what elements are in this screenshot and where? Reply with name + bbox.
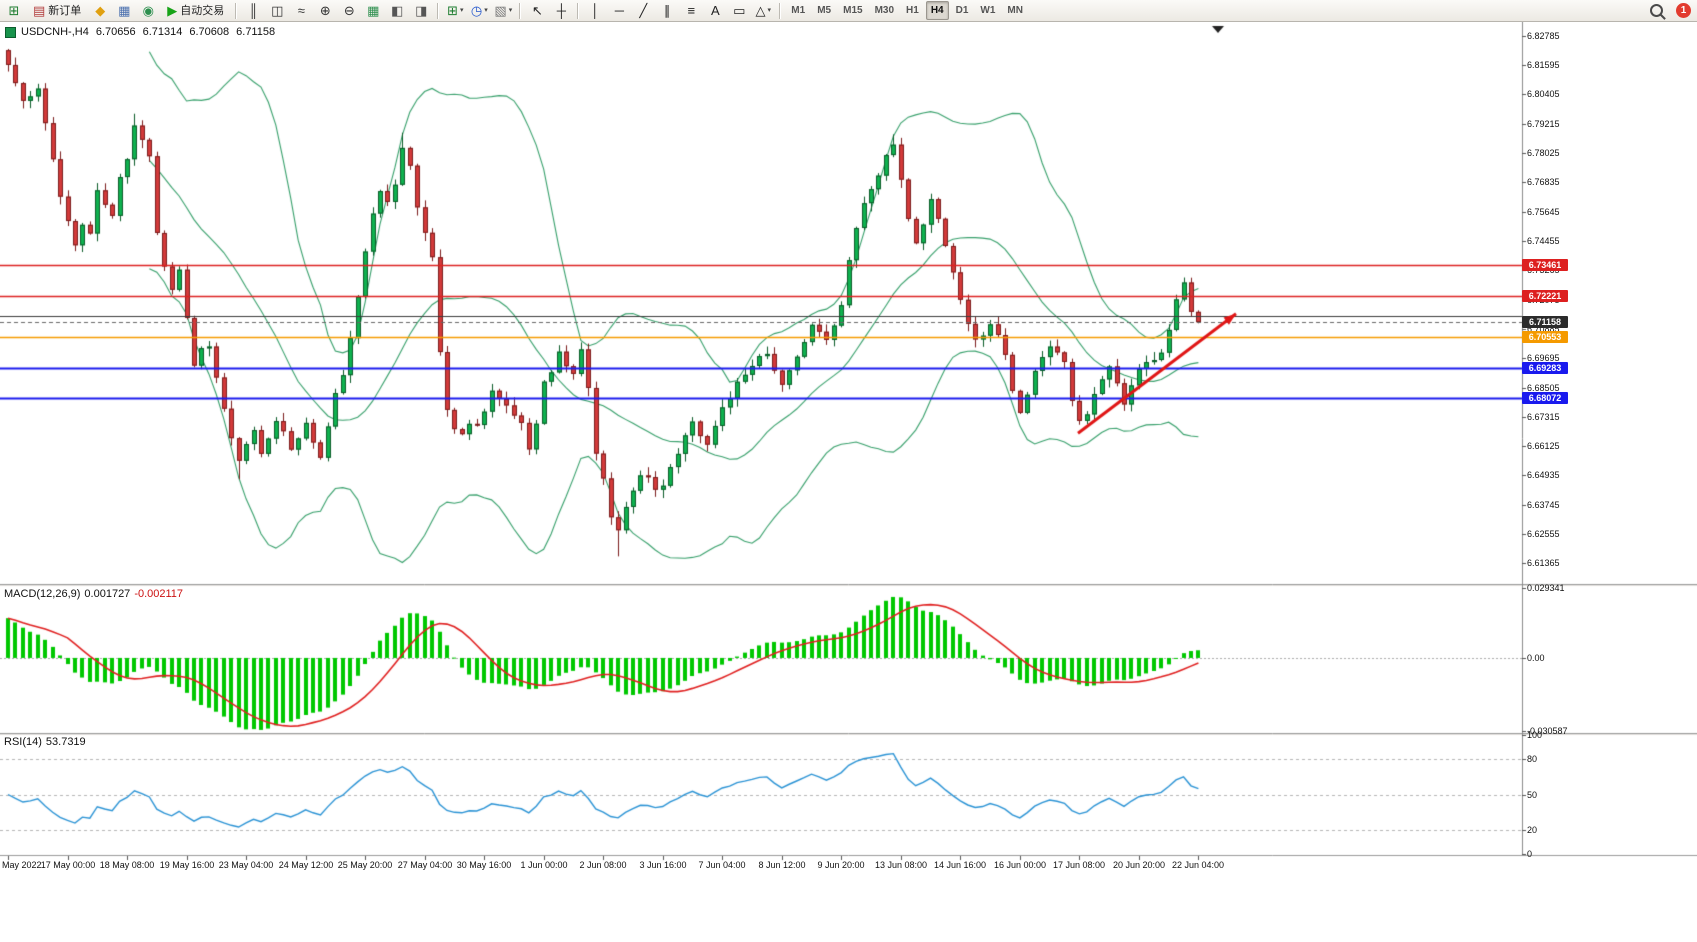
dropdown-arrow-icon: ▾ <box>767 6 772 14</box>
fibonacci-icon-glyph: ≡ <box>687 2 696 18</box>
fibonacci-icon[interactable]: ≡ <box>680 1 702 21</box>
timeframe-m1[interactable]: M1 <box>791 5 806 16</box>
search-icon[interactable] <box>1645 1 1667 21</box>
arrange-windows-icon[interactable]: ◧ <box>386 1 408 21</box>
trendline-icon[interactable]: ╱ <box>632 1 654 21</box>
shapes-dropdown[interactable]: △ ▾ <box>752 1 774 21</box>
tile-windows-icon[interactable]: ▦ <box>362 1 384 21</box>
new-order-button-glyph: ▤ <box>33 2 46 18</box>
charts-window-icon-glyph: ▦ <box>118 2 131 18</box>
chart-canvas[interactable] <box>0 22 1697 942</box>
timeframe-d1[interactable]: D1 <box>955 5 969 16</box>
period-dropdown-glyph: ◷ <box>470 2 483 18</box>
timeframe-m30[interactable]: M30 <box>874 5 895 16</box>
chart-candles-icon-glyph: ◫ <box>271 2 284 18</box>
toolbar-separator <box>235 2 238 19</box>
timeframe-w1[interactable]: W1 <box>980 5 996 16</box>
tile-windows-icon-glyph: ▦ <box>367 2 380 18</box>
crosshair-icon-glyph: ┼ <box>556 2 566 18</box>
timeframe-m15[interactable]: M15 <box>843 5 863 16</box>
text-icon[interactable]: A <box>704 1 726 21</box>
label-icon[interactable]: ▭ <box>728 1 750 21</box>
new-chart-dropdown-glyph: ⊞ <box>447 2 458 18</box>
toolbar: ⊞ ▤ 新订单 ◆ ▦ ◉ ▶ 自动交易 ║ ◫ ≈ ⊕ ⊖ ▦ ◧ ◨ ⊞ ▾ ◷ ▾ ▧ ▾ ↖ ┼ │ ─ ╱ ∥ ≡ A ▭ △ ▾ M1… <box>0 0 1697 22</box>
autotrading-button-glyph: ▶ <box>167 2 178 18</box>
template-dropdown-glyph: ▧ <box>494 2 507 18</box>
dropdown-arrow-icon: ▾ <box>484 6 488 14</box>
chart-line-icon-glyph: ≈ <box>297 2 305 18</box>
data-window-icon-glyph: ◉ <box>142 2 154 18</box>
label-icon-glyph: ▭ <box>733 2 746 18</box>
charts-window-icon[interactable]: ▦ <box>113 1 135 21</box>
toolbar-separator <box>779 2 782 19</box>
market-icon[interactable]: ◆ <box>89 1 111 21</box>
new-chart-icon-glyph: ⊞ <box>8 2 20 18</box>
notification-badge[interactable]: 1 <box>1676 3 1691 18</box>
toolbar-separator <box>437 2 440 19</box>
template-dropdown[interactable]: ▧ ▾ <box>492 1 514 21</box>
crosshair-icon[interactable]: ┼ <box>550 1 572 21</box>
chart-window: USDCNH-,H4 6.70656 6.71314 6.70608 6.711… <box>0 22 1697 942</box>
autotrading-button[interactable]: ▶ 自动交易 <box>161 1 230 21</box>
horizontal-line-icon[interactable]: ─ <box>608 1 630 21</box>
toolbar-separator <box>577 2 580 19</box>
zoom-in-icon[interactable]: ⊕ <box>314 1 336 21</box>
magnifier-glyph <box>1649 4 1663 17</box>
dropdown-arrow-icon: ▾ <box>508 6 513 14</box>
arrange-windows-icon-glyph: ◧ <box>391 2 404 18</box>
autotrading-button-label: 自动交易 <box>180 4 225 17</box>
timeframe-mn[interactable]: MN <box>1007 5 1023 16</box>
text-icon-glyph: A <box>710 2 720 18</box>
cascade-windows-icon[interactable]: ◨ <box>410 1 432 21</box>
cascade-windows-icon-glyph: ◨ <box>415 2 428 18</box>
channel-icon[interactable]: ∥ <box>656 1 678 21</box>
vertical-line-icon[interactable]: │ <box>584 1 606 21</box>
new-order-button[interactable]: ▤ 新订单 <box>27 1 87 21</box>
timeframe-m5[interactable]: M5 <box>817 5 832 16</box>
zoom-out-icon-glyph: ⊖ <box>343 2 355 18</box>
zoom-out-icon[interactable]: ⊖ <box>338 1 360 21</box>
toolbar-separator <box>519 2 522 19</box>
chart-line-icon[interactable]: ≈ <box>290 1 312 21</box>
timeframe-h4[interactable]: H4 <box>925 1 949 20</box>
zoom-in-icon-glyph: ⊕ <box>319 2 331 18</box>
new-chart-dropdown[interactable]: ⊞ ▾ <box>444 1 466 21</box>
new-order-button-label: 新订单 <box>48 4 82 17</box>
channel-icon-glyph: ∥ <box>664 2 671 18</box>
cursor-icon[interactable]: ↖ <box>526 1 548 21</box>
cursor-icon-glyph: ↖ <box>531 2 543 18</box>
horizontal-line-icon-glyph: ─ <box>614 2 624 18</box>
chart-bars-icon-glyph: ║ <box>248 2 258 18</box>
period-dropdown[interactable]: ◷ ▾ <box>468 1 490 21</box>
dropdown-arrow-icon: ▾ <box>459 6 464 14</box>
trendline-icon-glyph: ╱ <box>639 2 648 18</box>
timeframe-h1[interactable]: H1 <box>906 5 919 16</box>
chart-candles-icon[interactable]: ◫ <box>266 1 288 21</box>
shapes-dropdown-glyph: △ <box>755 2 766 18</box>
data-window-icon[interactable]: ◉ <box>137 1 159 21</box>
vertical-line-icon-glyph: │ <box>591 2 600 18</box>
new-chart-icon[interactable]: ⊞ <box>3 1 25 21</box>
market-icon-glyph: ◆ <box>95 2 106 18</box>
chart-bars-icon[interactable]: ║ <box>242 1 264 21</box>
